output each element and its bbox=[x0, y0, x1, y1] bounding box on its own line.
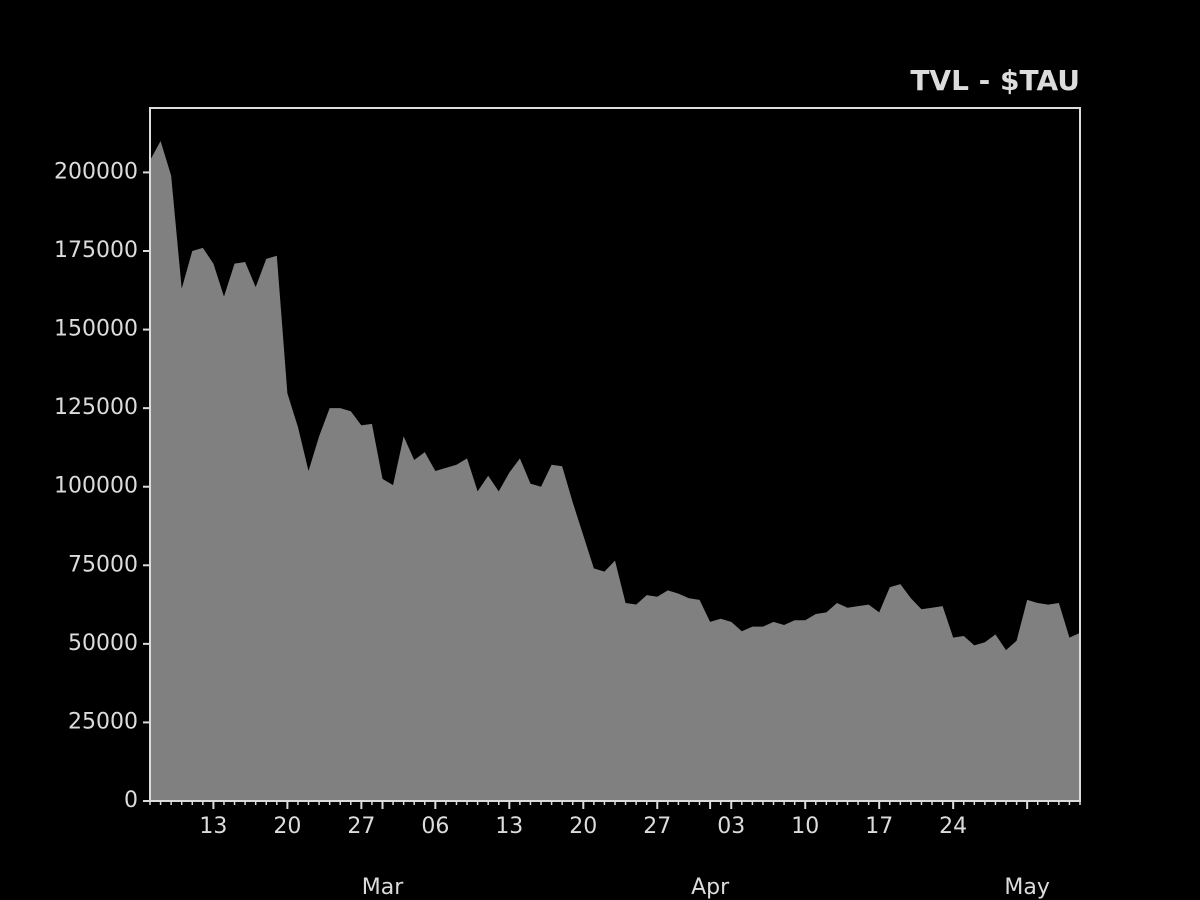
y-tick-label: 0 bbox=[124, 788, 138, 813]
x-tick-label: 20 bbox=[273, 814, 301, 839]
y-tick-label: 200000 bbox=[54, 159, 138, 184]
x-tick-label: 10 bbox=[791, 814, 819, 839]
y-tick-label: 25000 bbox=[68, 709, 138, 734]
x-tick-label: 27 bbox=[347, 814, 375, 839]
x-tick-label: 06 bbox=[421, 814, 449, 839]
x-month-label: May bbox=[1004, 875, 1049, 900]
x-month-label: Apr bbox=[691, 875, 730, 900]
x-tick-label: 13 bbox=[199, 814, 227, 839]
x-tick-label: 17 bbox=[865, 814, 893, 839]
y-tick-label: 125000 bbox=[54, 395, 138, 420]
area bbox=[150, 141, 1080, 801]
y-tick-label: 175000 bbox=[54, 238, 138, 263]
y-tick-label: 50000 bbox=[68, 631, 138, 656]
x-tick-label: 03 bbox=[717, 814, 745, 839]
y-tick-label: 100000 bbox=[54, 474, 138, 499]
x-tick-label: 27 bbox=[643, 814, 671, 839]
x-tick-label: 24 bbox=[939, 814, 967, 839]
x-month-label: Mar bbox=[362, 875, 404, 900]
y-tick-label: 150000 bbox=[54, 317, 138, 342]
y-tick-label: 75000 bbox=[68, 552, 138, 577]
x-tick-label: 13 bbox=[495, 814, 523, 839]
x-tick-label: 20 bbox=[569, 814, 597, 839]
chart-title: TVL - $TAU bbox=[910, 64, 1080, 97]
